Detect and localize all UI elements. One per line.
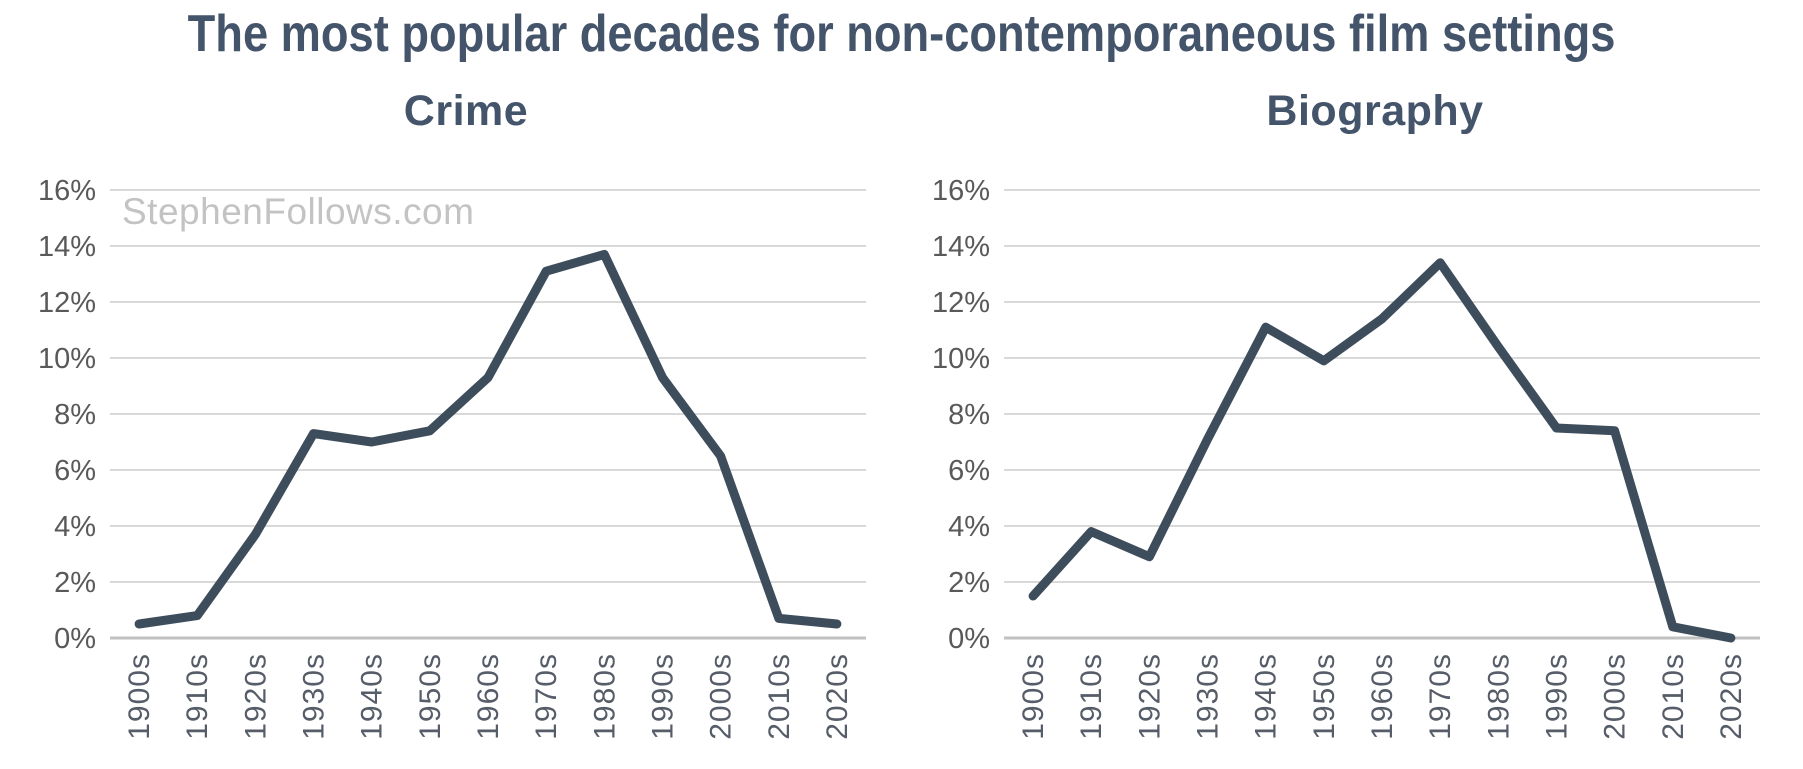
x-axis-tick-label: 1960s	[1366, 653, 1399, 740]
series-line-biography	[1028, 258, 1736, 643]
x-axis-tick-label: 1910s	[1075, 653, 1108, 740]
x-axis-tick-label: 2000s	[1599, 653, 1632, 740]
x-axis-tick-label: 1920s	[239, 653, 272, 740]
y-axis-tick-label: 10%	[38, 343, 96, 375]
x-axis-tick-label: 1910s	[181, 653, 214, 740]
y-axis-tick-label: 12%	[932, 287, 990, 319]
y-axis-tick-label: 14%	[38, 231, 96, 263]
y-axis-tick-label: 16%	[932, 175, 990, 207]
chart-title-biography: Biography	[1266, 87, 1484, 135]
x-axis-tick-label: 1950s	[1308, 653, 1341, 740]
page-title-text: The most popular decades for non-contemp…	[187, 5, 1616, 63]
x-axis-tick-label: 1930s	[1192, 653, 1225, 740]
x-axis-tick-label: 2020s	[1715, 653, 1748, 740]
y-axis-tick-label: 2%	[948, 567, 990, 599]
y-axis-tick-label: 0%	[54, 623, 96, 655]
x-axis-tick-label: 1980s	[1482, 653, 1515, 740]
y-axis-tick-label: 8%	[54, 399, 96, 431]
y-axis-tick-label: 0%	[948, 623, 990, 655]
x-axis-tick-label: 1990s	[646, 653, 679, 740]
y-axis-tick-label: 12%	[38, 287, 96, 319]
x-axis-tick-label: 2020s	[821, 653, 854, 740]
x-axis-tick-label: 2000s	[705, 653, 738, 740]
y-axis-tick-label: 6%	[54, 455, 96, 487]
chart-title-crime: Crime	[403, 87, 529, 135]
x-axis-tick-label: 1990s	[1540, 653, 1573, 740]
x-axis-tick-label: 1950s	[414, 653, 447, 740]
x-axis-tick-label: 1970s	[1424, 653, 1457, 740]
x-axis-tick-label: 1960s	[472, 653, 505, 740]
series-line-crime	[134, 249, 842, 629]
x-axis-tick-label: 1900s	[1017, 653, 1050, 740]
y-axis-tick-label: 4%	[948, 511, 990, 543]
x-axis-tick-label: 1930s	[298, 653, 331, 740]
y-axis-tick-label: 14%	[932, 231, 990, 263]
x-axis-tick-label: 1980s	[588, 653, 621, 740]
y-axis-tick-label: 6%	[948, 455, 990, 487]
x-axis-tick-label: 2010s	[763, 653, 796, 740]
watermark: StephenFollows.com	[122, 191, 475, 232]
x-axis-tick-label: 2010s	[1657, 653, 1690, 740]
x-axis-tick-label: 1940s	[1250, 653, 1283, 740]
x-axis-tick-label: 1900s	[123, 653, 156, 740]
x-axis-tick-label: 1920s	[1133, 653, 1166, 740]
y-axis-tick-label: 2%	[54, 567, 96, 599]
y-axis-tick-label: 16%	[38, 175, 96, 207]
y-axis-tick-label: 4%	[54, 511, 96, 543]
page-title: The most popular decades for non-contemp…	[0, 5, 1803, 63]
y-axis-tick-label: 8%	[948, 399, 990, 431]
y-axis-tick-label: 10%	[932, 343, 990, 375]
x-axis-tick-label: 1940s	[356, 653, 389, 740]
x-axis-tick-label: 1970s	[530, 653, 563, 740]
